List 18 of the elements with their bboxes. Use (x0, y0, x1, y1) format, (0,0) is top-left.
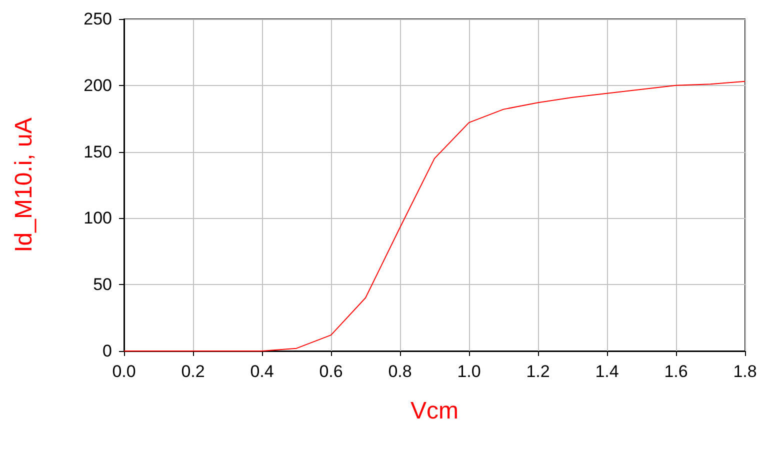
y-tick-label: 150 (84, 142, 112, 162)
x-tick-label: 0.2 (181, 362, 205, 381)
x-tick-label: 0.8 (388, 362, 412, 381)
x-tick-label: 1.8 (733, 362, 757, 381)
y-tick-label: 250 (84, 10, 112, 28)
x-tick-label: 1.2 (526, 362, 550, 381)
x-tick-label: 1.0 (457, 362, 481, 381)
x-tick-label: 1.6 (664, 362, 688, 381)
y-tick-label: 0 (102, 342, 112, 360)
x-axis-title: Vcm (410, 398, 458, 424)
x-tick-label: 0.0 (112, 362, 136, 381)
y-tick-label: 200 (84, 76, 112, 95)
y-tick-label: 50 (93, 275, 112, 294)
y-tick-label: 100 (84, 208, 112, 228)
x-tick-label: 0.4 (250, 362, 274, 381)
x-tick-label: 0.6 (319, 362, 343, 381)
x-tick-label: 1.4 (595, 362, 619, 381)
y-axis-title: Id_M10.i, uA (10, 118, 38, 252)
